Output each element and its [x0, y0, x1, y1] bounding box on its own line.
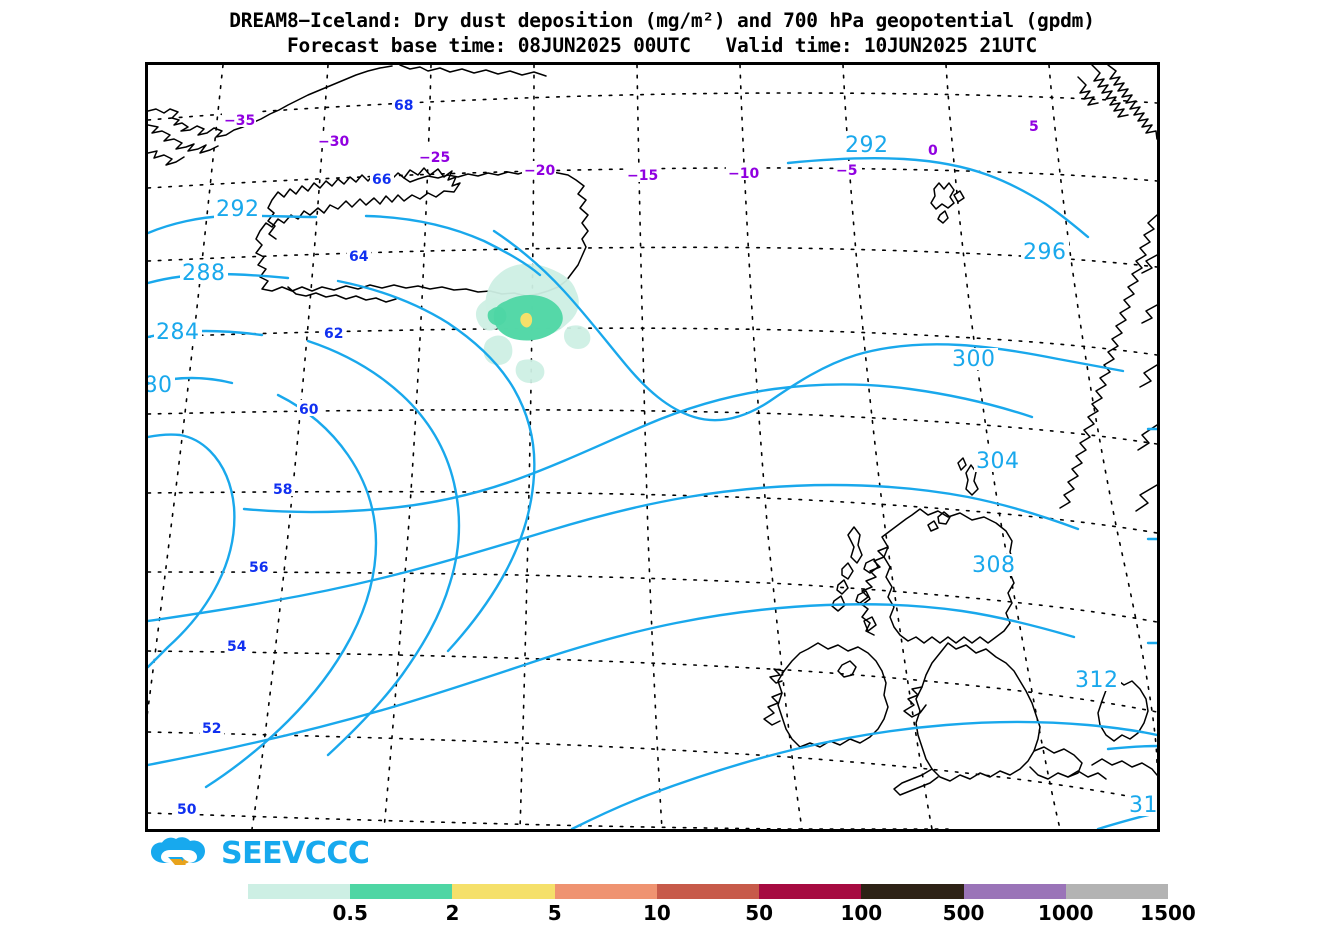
contour-label: 312	[1075, 668, 1119, 693]
lat-label: 54	[227, 639, 247, 655]
colorbar-tick-label: 10	[642, 901, 671, 925]
colorbar-segment	[350, 884, 453, 899]
colorbar-tick-label: 5	[547, 901, 562, 925]
lat-label: 62	[324, 326, 343, 342]
colorbar-segment	[248, 884, 351, 899]
geopotential-contour-layer	[148, 157, 1157, 829]
seevccc-logo: SEEVCCC	[148, 832, 370, 876]
colorbar-tick-label: 1000	[1037, 901, 1094, 925]
dust-shell-0-5-d	[564, 325, 591, 349]
chart-title-block: DREAM8−Iceland: Dry dust deposition (mg/…	[0, 8, 1324, 58]
coastline-layer	[148, 65, 1157, 796]
lat-label: 58	[273, 482, 292, 498]
colorbar-tick-label: 500	[942, 901, 985, 925]
colorbar-segment	[656, 884, 760, 899]
colorbar-segment	[452, 884, 555, 899]
colorbar-segment	[963, 884, 1066, 899]
colorbar-legend: 0.5 2 5 10 50 100 500 1000 1500	[248, 884, 1196, 927]
lat-label: 52	[202, 721, 221, 737]
lat-label: 68	[394, 98, 413, 114]
lon-label: −20	[524, 163, 555, 179]
contour-label: 288	[182, 261, 226, 286]
map-panel[interactable]: 68 66 64 62 60 58 56 54 52 50 −35 −30	[145, 62, 1160, 832]
lat-label: 64	[349, 249, 369, 265]
contour-label: 292	[845, 133, 889, 158]
lon-label: −25	[419, 150, 450, 166]
lon-label: −35	[224, 113, 255, 129]
dust-shell-0-5-c	[483, 335, 513, 365]
contour-label: 296	[1023, 240, 1067, 265]
dust-core-5	[520, 312, 533, 328]
contour-label: 304	[976, 449, 1020, 474]
colorbar-tick-label: 50	[745, 901, 774, 925]
colorbar-segment	[759, 884, 862, 899]
chart-subtitle: Forecast base time: 08JUN2025 00UTC Vali…	[286, 34, 1038, 57]
colorbar-swatches	[248, 884, 1168, 899]
colorbar-segment	[1065, 884, 1168, 899]
colorbar-tick-label: 1500	[1140, 901, 1196, 925]
lat-label: 66	[372, 172, 391, 188]
contour-label: 284	[156, 320, 200, 345]
contour-labels: 292 288 284 280 292 296 300 304 308 312 …	[148, 133, 1157, 818]
contour-label: 316	[1129, 793, 1157, 818]
lon-label: −30	[318, 134, 349, 150]
lat-label: 50	[177, 802, 197, 818]
colorbar-segment	[861, 884, 964, 899]
contour-label: 280	[148, 373, 173, 398]
contour-label: 292	[216, 197, 260, 222]
lon-label: 0	[928, 143, 938, 159]
lat-label: 56	[249, 560, 268, 576]
lon-label: 5	[1029, 119, 1039, 135]
latitude-labels: 68 66 64 62 60 58 56 54 52 50	[175, 96, 416, 818]
colorbar-tick-label: 0.5	[332, 901, 368, 925]
colorbar-tick-labels: 0.5 2 5 10 50 100 500 1000 1500	[248, 901, 1196, 927]
page-title: DREAM8−Iceland: Dry dust deposition (mg/…	[229, 9, 1095, 32]
cloud-logo-icon	[148, 837, 214, 871]
contour-label: 308	[972, 553, 1016, 578]
dust-shell-0-5-e	[515, 359, 545, 383]
logo-text: SEEVCCC	[221, 836, 370, 871]
lon-label: −10	[728, 166, 759, 182]
colorbar-tick-label: 2	[445, 901, 460, 925]
lon-label: −15	[627, 168, 658, 184]
lat-label: 60	[299, 402, 319, 418]
longitude-labels: −35 −30 −25 −20 −15 −10 −5 0 5	[222, 111, 1045, 184]
colorbar-tick-label: 100	[840, 901, 883, 925]
map-clip: 68 66 64 62 60 58 56 54 52 50 −35 −30	[148, 65, 1157, 829]
map-canvas: 68 66 64 62 60 58 56 54 52 50 −35 −30	[148, 65, 1157, 829]
lon-label: −5	[836, 163, 857, 179]
contour-label: 300	[952, 347, 996, 372]
dust-deposition-layer	[475, 263, 591, 383]
colorbar-segment	[554, 884, 657, 899]
dust-shell-2-b	[487, 306, 507, 326]
